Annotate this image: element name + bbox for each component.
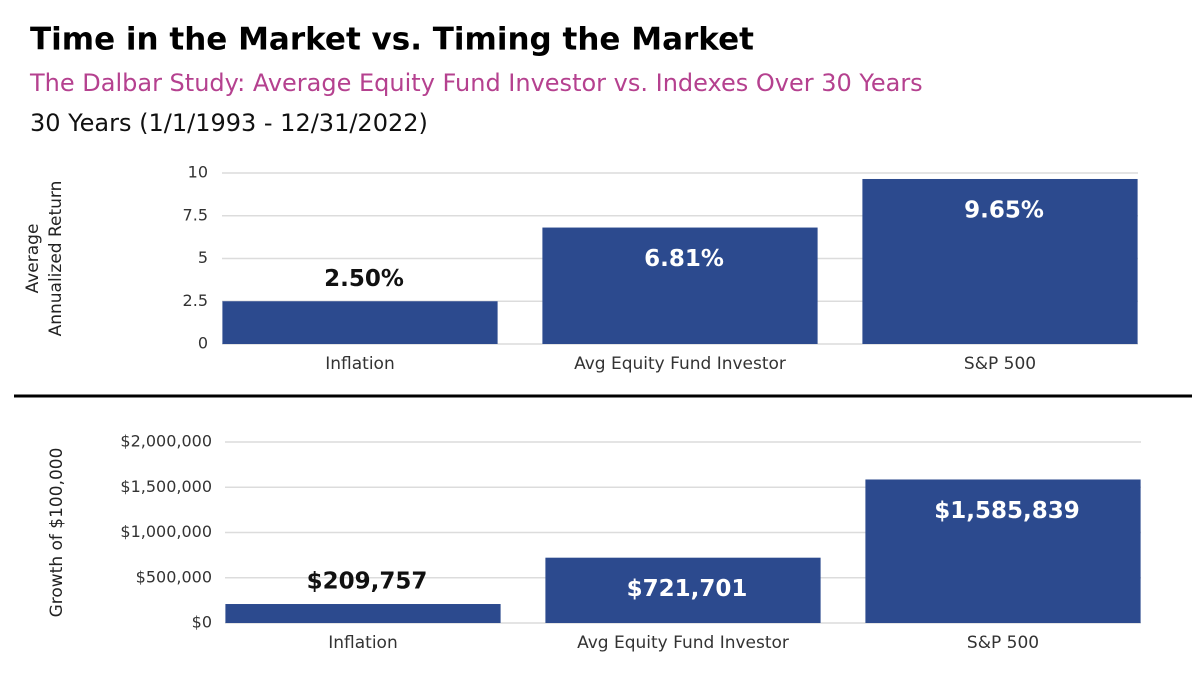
value-label: 6.81% [644,246,724,272]
x-tick-label: Inflation [328,633,397,653]
x-tick-label: S&P 500 [967,633,1039,653]
x-tick-label: S&P 500 [964,354,1036,374]
page-subtitle: The Dalbar Study: Average Equity Fund In… [29,69,923,97]
y-tick-label: $2,000,000 [120,432,212,451]
y-tick-label: 0 [198,334,208,353]
page-title: Time in the Market vs. Timing the Market [30,22,754,58]
y-tick-label: $1,500,000 [120,477,212,496]
x-tick-label: Inflation [325,354,394,374]
y-tick-label: $1,000,000 [120,522,212,541]
y-tick-label: 10 [188,163,208,182]
bar [545,557,821,623]
bar [865,479,1141,623]
bar [225,604,501,623]
x-tick-label: Avg Equity Fund Investor [577,633,789,653]
bar [222,301,498,344]
value-label: 2.50% [324,266,404,292]
value-label: $721,701 [627,576,748,602]
y-axis-label: Growth of $100,000 [47,448,67,618]
y-tick-label: 7.5 [183,205,208,224]
value-label: $209,757 [307,569,428,595]
bar [862,178,1138,344]
y-axis-label: Average [23,224,43,294]
y-tick-label: $0 [192,613,212,632]
y-axis-label: Annualized Return [46,181,66,337]
x-tick-label: Avg Equity Fund Investor [574,354,786,374]
y-tick-label: $500,000 [136,567,212,586]
bar [542,227,818,344]
period: 30 Years (1/1/1993 - 12/31/2022) [30,109,428,137]
value-label: 9.65% [964,197,1044,223]
y-tick-label: 2.5 [183,291,208,310]
value-label: $1,585,839 [934,498,1080,524]
y-tick-label: 5 [198,248,208,267]
